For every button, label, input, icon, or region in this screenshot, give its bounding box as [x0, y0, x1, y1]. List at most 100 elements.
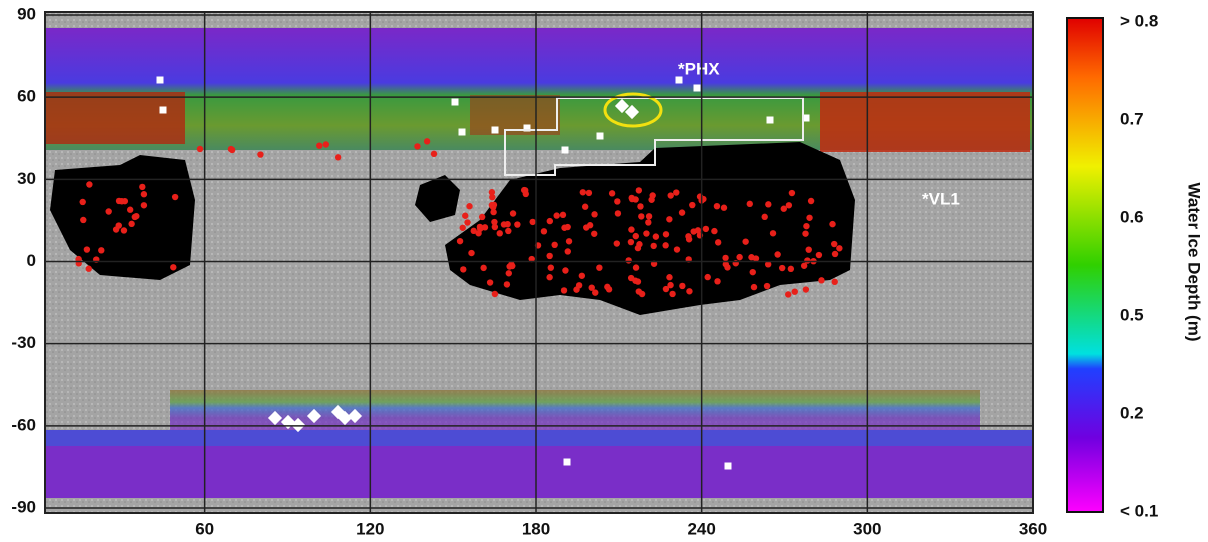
red-dot	[113, 226, 119, 232]
red-dot	[788, 266, 794, 272]
red-dot	[505, 228, 511, 234]
red-dot	[546, 274, 552, 280]
red-dot	[722, 255, 728, 261]
red-dot	[139, 184, 145, 190]
red-dot	[514, 221, 520, 227]
map-background	[45, 12, 1033, 513]
red-dot	[686, 236, 692, 242]
red-dot	[721, 205, 727, 211]
red-dot	[803, 286, 809, 292]
red-dot	[566, 238, 572, 244]
red-dot	[662, 242, 668, 248]
white-square	[452, 99, 459, 106]
colorbar-tick-label: 0.5	[1120, 305, 1144, 324]
red-dot	[673, 189, 679, 195]
red-dot	[806, 246, 812, 252]
white-square	[459, 129, 466, 136]
red-dot	[479, 214, 485, 220]
red-dot	[705, 274, 711, 280]
red-dot	[86, 181, 92, 187]
white-square	[725, 463, 732, 470]
red-dot	[553, 212, 559, 218]
red-dot	[497, 230, 503, 236]
red-dot	[197, 146, 203, 152]
site-label: *VL1	[922, 189, 960, 208]
white-square	[562, 147, 569, 154]
red-dot	[663, 231, 669, 237]
red-dot	[748, 254, 754, 260]
red-dot	[818, 277, 824, 283]
red-dot	[529, 219, 535, 225]
red-dot	[323, 141, 329, 147]
red-dot	[792, 288, 798, 294]
red-dot	[80, 199, 86, 205]
red-dot	[477, 224, 483, 230]
white-square	[160, 107, 167, 114]
red-dot	[645, 219, 651, 225]
x-tick-label: 360	[1019, 519, 1047, 538]
red-dot	[257, 151, 263, 157]
red-dot	[637, 203, 643, 209]
red-dot	[781, 206, 787, 212]
red-dot	[522, 187, 528, 193]
red-dot	[643, 230, 649, 236]
red-dot	[84, 246, 90, 252]
red-dot	[679, 283, 685, 289]
red-dot	[803, 223, 809, 229]
x-tick-label: 60	[195, 519, 214, 538]
red-dot	[460, 225, 466, 231]
red-dot	[546, 253, 552, 259]
red-dot	[836, 245, 842, 251]
red-dot	[615, 210, 621, 216]
red-dot	[762, 214, 768, 220]
red-dot	[646, 213, 652, 219]
y-tick-label: 0	[27, 251, 36, 270]
red-dot	[133, 213, 139, 219]
y-tick-label: -90	[11, 497, 36, 516]
red-dot	[751, 284, 757, 290]
red-dot	[650, 243, 656, 249]
red-dot	[562, 267, 568, 273]
red-dot	[636, 241, 642, 247]
colorbar-tick-label: 0.2	[1120, 403, 1144, 422]
red-dot	[714, 203, 720, 209]
red-dot	[119, 198, 125, 204]
red-dot	[806, 215, 812, 221]
red-dot	[765, 201, 771, 207]
red-dot	[547, 218, 553, 224]
red-dot	[592, 289, 598, 295]
red-dot	[98, 247, 104, 253]
red-dot	[489, 202, 495, 208]
y-tick-label: 30	[17, 169, 36, 188]
red-dot	[633, 233, 639, 239]
red-dot	[808, 198, 814, 204]
red-dot	[582, 204, 588, 210]
site-label: *PHX	[678, 59, 720, 78]
red-dot	[628, 239, 634, 245]
map-figure: *PHX *VL1 Water Ice Depth (m) 6012018024…	[0, 0, 1208, 542]
red-dot	[648, 197, 654, 203]
red-dot	[750, 269, 756, 275]
red-dot	[431, 151, 437, 157]
red-dot	[686, 288, 692, 294]
x-tick-label: 300	[853, 519, 881, 538]
white-square	[597, 133, 604, 140]
red-dot	[105, 208, 111, 214]
red-dot	[128, 221, 134, 227]
red-dot	[480, 265, 486, 271]
red-dot	[614, 198, 620, 204]
x-tick-label: 180	[522, 519, 550, 538]
red-dot	[573, 286, 579, 292]
red-dot	[580, 189, 586, 195]
red-dot	[689, 202, 695, 208]
colorbar-tick-label: > 0.8	[1120, 11, 1158, 30]
red-dot	[551, 242, 557, 248]
red-dot	[504, 281, 510, 287]
red-dot	[742, 238, 748, 244]
red-dot	[614, 240, 620, 246]
red-dot	[816, 252, 822, 258]
red-dot	[632, 278, 638, 284]
red-dot	[565, 248, 571, 254]
colorbar-tick-label: 0.6	[1120, 207, 1144, 226]
white-square	[157, 77, 164, 84]
